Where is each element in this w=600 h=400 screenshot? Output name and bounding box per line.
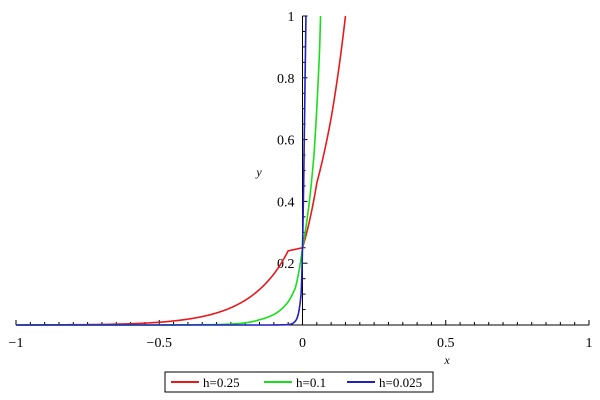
y-axis-label: y [255,165,262,179]
y-tick-label: 1 [288,10,295,25]
y-tick-label: 0.4 [277,195,295,210]
legend-box [164,371,434,393]
legend-label: h=0.25 [203,375,240,390]
x-tick-label: −0.5 [147,336,172,351]
x-tick-label: 1 [586,336,593,351]
series-line-2 [16,15,322,326]
legend-label: h=0.1 [296,375,326,390]
series-line-3 [16,15,307,326]
x-tick-label: 0 [299,336,306,351]
y-tick-label: 0.6 [277,134,295,149]
x-tick-label: −1 [9,336,24,351]
y-tick-label: 0.8 [277,72,295,87]
series-layer [15,15,347,326]
y-tick-label: 0.2 [277,257,295,272]
x-tick-label: 0.5 [437,336,455,351]
legend-label: h=0.025 [379,375,422,390]
series-line-1 [15,15,347,326]
x-axis-label: x [443,353,450,367]
legend: h=0.25 h=0.1 h=0.025 [164,371,434,393]
